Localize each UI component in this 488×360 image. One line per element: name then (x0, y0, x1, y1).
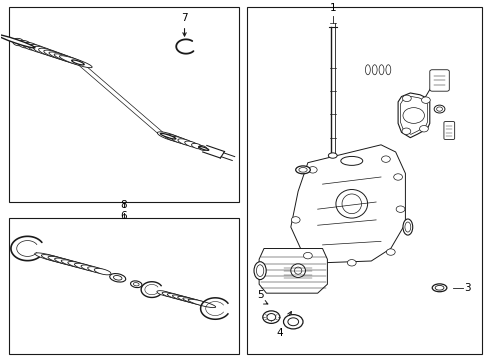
Ellipse shape (113, 275, 122, 280)
Ellipse shape (59, 56, 92, 68)
Ellipse shape (164, 134, 185, 143)
Ellipse shape (44, 50, 69, 60)
Text: 6: 6 (121, 211, 127, 221)
Ellipse shape (68, 261, 90, 269)
Ellipse shape (172, 295, 194, 302)
Ellipse shape (303, 252, 312, 259)
Polygon shape (9, 218, 238, 354)
Ellipse shape (54, 54, 84, 65)
Ellipse shape (287, 318, 298, 326)
FancyBboxPatch shape (443, 122, 454, 139)
Ellipse shape (266, 314, 275, 321)
Ellipse shape (346, 260, 355, 266)
Text: 1: 1 (329, 3, 335, 13)
Ellipse shape (256, 265, 263, 276)
Circle shape (402, 95, 410, 102)
Ellipse shape (199, 147, 208, 150)
Ellipse shape (177, 296, 201, 304)
Ellipse shape (55, 258, 80, 266)
Ellipse shape (171, 136, 189, 144)
Ellipse shape (13, 38, 24, 46)
Ellipse shape (167, 293, 187, 300)
Text: 4: 4 (276, 328, 283, 338)
Ellipse shape (402, 219, 412, 235)
Circle shape (421, 97, 429, 103)
Ellipse shape (283, 315, 303, 329)
Ellipse shape (434, 285, 443, 290)
Circle shape (401, 128, 410, 134)
Ellipse shape (183, 298, 208, 306)
Ellipse shape (198, 145, 206, 150)
Ellipse shape (335, 189, 367, 218)
Text: 2: 2 (435, 71, 442, 81)
Ellipse shape (72, 60, 84, 65)
Ellipse shape (340, 157, 362, 165)
Ellipse shape (0, 35, 35, 48)
FancyBboxPatch shape (429, 70, 448, 91)
Ellipse shape (404, 222, 410, 232)
Ellipse shape (74, 263, 96, 271)
Ellipse shape (385, 65, 390, 75)
Ellipse shape (61, 260, 85, 268)
Text: 5: 5 (257, 290, 264, 300)
Ellipse shape (393, 174, 402, 180)
Ellipse shape (308, 167, 317, 173)
Ellipse shape (386, 249, 394, 255)
Ellipse shape (433, 105, 444, 113)
Ellipse shape (378, 65, 383, 75)
Ellipse shape (341, 194, 361, 213)
Ellipse shape (298, 167, 306, 172)
Circle shape (419, 126, 427, 132)
Ellipse shape (262, 311, 279, 323)
Text: 3: 3 (464, 283, 470, 293)
Polygon shape (290, 145, 405, 263)
Ellipse shape (81, 265, 101, 272)
Ellipse shape (87, 267, 105, 273)
Text: 7: 7 (181, 13, 187, 23)
Ellipse shape (35, 253, 65, 262)
Ellipse shape (48, 256, 75, 265)
Ellipse shape (33, 46, 54, 55)
Ellipse shape (436, 107, 442, 111)
Ellipse shape (253, 262, 265, 280)
Polygon shape (9, 7, 238, 202)
Ellipse shape (191, 143, 202, 149)
Ellipse shape (365, 65, 369, 75)
Ellipse shape (290, 264, 305, 278)
Ellipse shape (133, 283, 139, 286)
Polygon shape (259, 248, 327, 293)
Polygon shape (246, 7, 482, 354)
Ellipse shape (130, 281, 142, 288)
Circle shape (402, 108, 424, 123)
Ellipse shape (18, 40, 31, 48)
Ellipse shape (39, 48, 61, 58)
Ellipse shape (178, 139, 194, 146)
Ellipse shape (160, 133, 176, 139)
Ellipse shape (41, 255, 70, 264)
Ellipse shape (291, 217, 300, 223)
Ellipse shape (49, 52, 77, 63)
Ellipse shape (109, 274, 125, 282)
Ellipse shape (162, 292, 180, 298)
Ellipse shape (94, 269, 111, 275)
Ellipse shape (395, 206, 404, 212)
Ellipse shape (295, 166, 310, 174)
Ellipse shape (23, 42, 39, 50)
Ellipse shape (188, 299, 215, 307)
Ellipse shape (294, 267, 301, 274)
Text: 8: 8 (121, 200, 127, 210)
Ellipse shape (184, 141, 198, 147)
Polygon shape (400, 96, 427, 134)
Ellipse shape (157, 291, 173, 297)
Ellipse shape (328, 153, 336, 158)
Polygon shape (397, 93, 429, 138)
Ellipse shape (157, 132, 181, 141)
Ellipse shape (431, 284, 446, 292)
Ellipse shape (28, 44, 46, 53)
Ellipse shape (381, 156, 389, 162)
Ellipse shape (371, 65, 376, 75)
